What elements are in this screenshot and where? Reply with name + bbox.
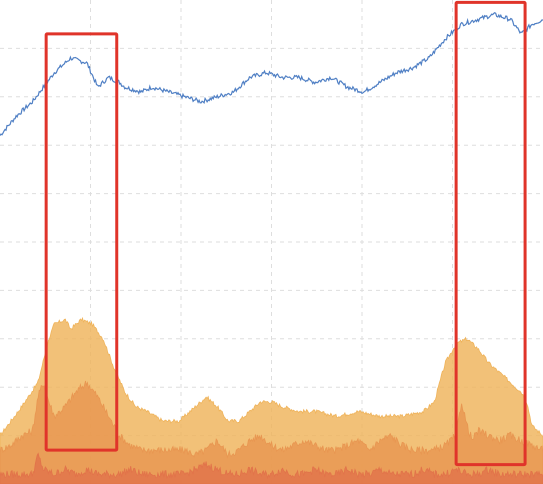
area-series-2 — [0, 380, 543, 484]
line-series — [0, 11, 543, 136]
highlight-box-1 — [44, 32, 119, 452]
area-series-group — [0, 316, 543, 484]
area-series-3 — [0, 452, 543, 484]
line-series-group — [0, 11, 543, 136]
highlight-box-2 — [454, 0, 527, 467]
highlight-box-group — [44, 0, 527, 467]
area-series-1 — [0, 316, 543, 484]
